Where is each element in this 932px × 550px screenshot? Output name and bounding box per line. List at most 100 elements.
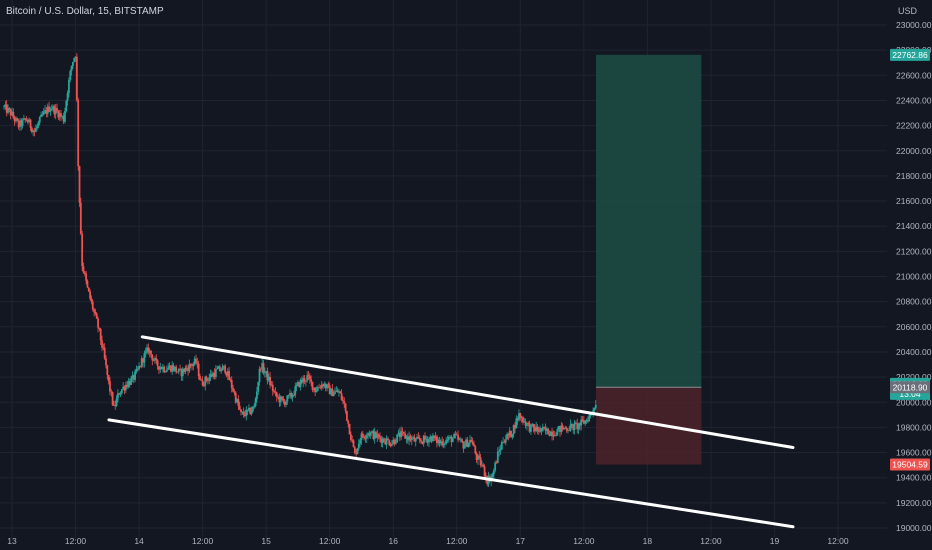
candle-body (204, 376, 207, 386)
candle-body (167, 367, 170, 370)
candle-body (171, 365, 174, 372)
candle-body (479, 457, 482, 466)
candle-body (335, 390, 338, 392)
candle-body (425, 439, 428, 441)
candle-body (486, 478, 489, 485)
candle-body (478, 455, 481, 458)
candle-body (271, 384, 274, 392)
candle-body (172, 365, 175, 371)
candle-body (138, 365, 140, 370)
trend-channel[interactable] (107, 335, 795, 529)
candle-body (349, 434, 352, 440)
candle-body (53, 106, 56, 115)
price-badge-label: 22762.86 (892, 50, 928, 60)
candle-body (77, 100, 80, 167)
candle-body (222, 365, 225, 367)
candle-body (400, 431, 403, 438)
time-tick-label: 18 (643, 536, 653, 546)
candle-body (146, 347, 148, 352)
candle-body (32, 130, 35, 133)
candle-body (351, 439, 354, 441)
price-tick-label: 21000.00 (896, 272, 932, 282)
time-axis[interactable]: 13 12:00 14 12:00 15 12:00 16 12:00 17 12:00 18 12:… (7, 536, 849, 546)
candle-body (422, 435, 425, 444)
candle-body (523, 421, 526, 423)
candle-body (191, 365, 193, 367)
long-position-tool[interactable] (596, 54, 702, 465)
price-axis[interactable]: 19000.00 19200.00 19400.00 19600.00 19800.00… (896, 20, 932, 533)
candle-body (85, 273, 88, 281)
candle-body (106, 365, 109, 376)
candle-body (111, 391, 114, 405)
candle-body (471, 441, 474, 444)
candle-body (340, 393, 343, 400)
candle-body (428, 438, 430, 443)
candle-body (397, 432, 400, 435)
candle-body (420, 440, 422, 442)
candle-body (414, 438, 417, 442)
candle-body (177, 368, 180, 372)
candle-body (381, 438, 384, 443)
candle-body (588, 415, 591, 422)
candle-body (433, 435, 436, 439)
price-tick-label: 19800.00 (896, 422, 932, 432)
candle-body (373, 431, 376, 439)
candle-body (155, 358, 158, 361)
candle-body (302, 378, 305, 383)
candle-body (560, 425, 563, 433)
candle-body (116, 393, 119, 399)
candle-body (409, 436, 412, 441)
candle-body (48, 106, 50, 112)
candle-body (484, 475, 487, 479)
candle-body (584, 420, 587, 424)
candle-body (450, 436, 453, 443)
candle-body (541, 427, 544, 431)
candle-body (343, 401, 346, 404)
candle-body (412, 437, 414, 439)
candle-body (216, 368, 219, 370)
candle-body (257, 382, 260, 392)
candle-body (477, 455, 479, 461)
candle-body (568, 430, 571, 432)
candle-body (142, 358, 144, 363)
candle-body (524, 421, 527, 426)
candle-body (394, 442, 397, 444)
candle-body (29, 119, 32, 128)
candle-body (553, 434, 556, 436)
candle-body (483, 466, 486, 476)
candle-body (533, 427, 536, 432)
candle-body (506, 434, 508, 440)
candle-body (199, 376, 201, 380)
candle-body (547, 428, 550, 435)
target-zone (596, 54, 702, 388)
candle-body (266, 370, 269, 381)
candle-body (224, 365, 227, 373)
candle-body (52, 106, 54, 110)
candle-body (180, 369, 183, 377)
candle-body (205, 376, 208, 381)
candle-body (184, 367, 187, 372)
candle-body (545, 428, 548, 431)
candle-body (342, 399, 344, 402)
candle-body (377, 434, 380, 437)
candle-body (68, 79, 70, 94)
candle-body (150, 350, 152, 355)
candle-body (430, 436, 433, 442)
channel-lower-line[interactable] (107, 418, 795, 529)
candle-body (348, 423, 351, 435)
candle-body (363, 436, 366, 439)
channel-upper-line[interactable] (140, 335, 795, 450)
candle-body (383, 438, 385, 442)
candle-body (237, 399, 240, 406)
candle-body (429, 436, 432, 439)
candle-body (40, 114, 43, 117)
candle-body (396, 434, 399, 443)
candle-body (458, 439, 461, 441)
chart-title: Bitcoin / U.S. Dollar, 15, BITSTAMP (6, 6, 164, 17)
candle-body (361, 433, 364, 437)
candle-body (529, 424, 532, 432)
candle-body (585, 419, 588, 421)
candle-body (82, 266, 85, 273)
